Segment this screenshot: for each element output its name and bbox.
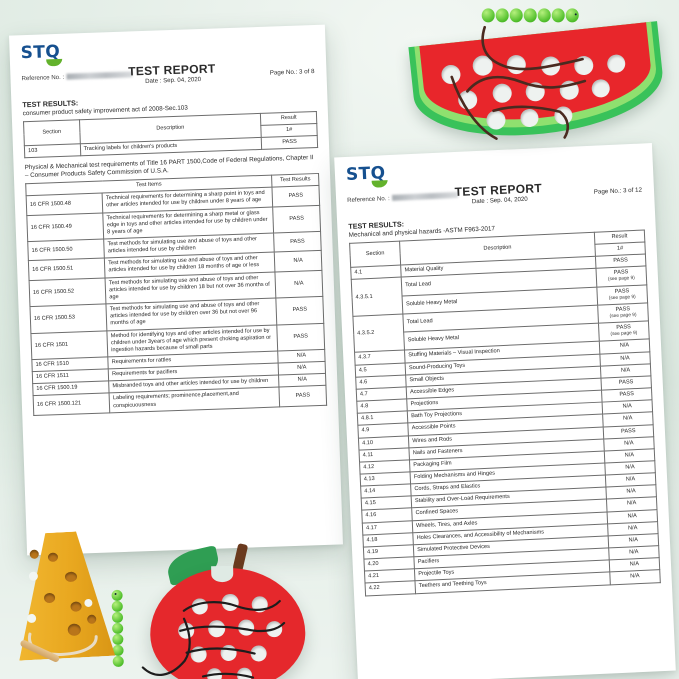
stq-logo-swoosh-icon — [370, 180, 388, 188]
caterpillar-bead — [509, 8, 523, 23]
stq-logo: STQ — [20, 42, 62, 67]
apple-lacing-toy — [111, 543, 316, 679]
cell-result: N/A — [275, 270, 323, 299]
cell-result-note: (see page 9) — [607, 276, 636, 283]
cell-result: PASS (see page 9) — [596, 284, 648, 306]
caterpillar-bead — [551, 8, 565, 23]
cell-result: PASS — [273, 231, 322, 253]
cell-section: 4.3.5.2 — [352, 313, 405, 353]
caterpillar-eye-icon — [574, 13, 577, 16]
caterpillar-needle — [481, 8, 579, 23]
caterpillar-bead — [481, 8, 495, 23]
test-report-document-2[interactable]: STQ Reference No. : TEST REPORT Date : S… — [334, 143, 676, 679]
cell-section: 103 — [24, 143, 81, 159]
cell-cfr-code: 16 CFR 1500.121 — [33, 393, 110, 416]
cell-result: PASS (see page 9) — [598, 321, 650, 342]
reference-no-field: Reference No. : — [346, 191, 458, 204]
page-title: TEST REPORT — [127, 61, 216, 79]
cell-result: PASS — [261, 135, 318, 150]
cell-cfr-code: 16 CFR 1500.48 — [26, 193, 103, 216]
stq-logo-swoosh-icon — [45, 58, 62, 67]
cell-cfr-code: 16 CFR 1500.52 — [29, 277, 107, 307]
cell-section: 4.3.5.1 — [351, 277, 403, 317]
reference-no-redaction — [66, 71, 133, 80]
caterpillar-bead — [537, 8, 551, 23]
cell-result: PASS — [279, 385, 327, 407]
cell-result: PASS — [276, 322, 325, 351]
cell-result: PASS — [272, 185, 320, 207]
cell-result-note: (see page 9) — [610, 331, 638, 338]
report-date: Date : Sep. 04, 2020 — [145, 75, 202, 85]
report-date: Date : Sep. 04, 2020 — [471, 195, 528, 206]
reference-no-label: Reference No. : — [346, 195, 390, 204]
cell-result: N/A — [274, 250, 322, 272]
cell-result: PASS — [272, 204, 321, 234]
caterpillar-bead — [523, 8, 537, 23]
stq-logo: STQ — [346, 163, 388, 188]
watermelon-lacing-toy — [407, 3, 668, 147]
stq-logo-row: STQ — [20, 35, 314, 67]
reference-no-field: Reference No. : — [21, 71, 133, 83]
cell-cfr-code: 16 CFR 1500.51 — [28, 258, 106, 281]
cell-cfr-code: 16 CFR 1501 — [30, 330, 108, 360]
astm-f963-results-table: Section Description Result 1# 4.1 Materia… — [349, 229, 661, 596]
test-report-document-1[interactable]: STQ Reference No. : TEST REPORT Date : S… — [9, 24, 343, 556]
cheese-lacing-toy — [5, 525, 132, 667]
cell-section: 4.22 — [365, 581, 416, 596]
header-section: Section — [23, 119, 81, 146]
watermelon-lace — [450, 25, 587, 140]
caterpillar-bead — [495, 8, 509, 23]
cell-result-note: (see page 9) — [609, 312, 637, 320]
reference-no-label: Reference No. : — [21, 73, 65, 83]
cell-cfr-code: 16 CFR 1500.50 — [27, 238, 105, 261]
cell-result: PASS — [275, 296, 324, 325]
cpsia-results-table: Section Description Result 1# 103 Tracki… — [23, 111, 318, 159]
cell-result: N/A — [609, 570, 661, 585]
document-1-header: Reference No. : TEST REPORT Date : Sep. … — [21, 59, 316, 95]
caterpillar-bead — [565, 8, 579, 23]
page-number: Page No.: 3 of 12 — [593, 186, 643, 196]
apple-lace — [141, 599, 286, 679]
physical-mechanical-results-table: Test Items Test Results 16 CFR 1500.48 Te… — [25, 173, 327, 416]
cell-result: PASS (see page 9) — [595, 266, 647, 287]
cell-result: PASS (see page 9) — [597, 302, 649, 324]
header-section: Section — [349, 240, 401, 268]
cell-result-note: (see page 9) — [608, 294, 636, 301]
cell-cfr-code: 16 CFR 1500.49 — [26, 212, 104, 242]
reference-no-redaction — [391, 191, 458, 201]
page-number: Page No.: 3 of 8 — [269, 68, 315, 77]
cell-cfr-code: 16 CFR 1500.53 — [29, 304, 108, 334]
